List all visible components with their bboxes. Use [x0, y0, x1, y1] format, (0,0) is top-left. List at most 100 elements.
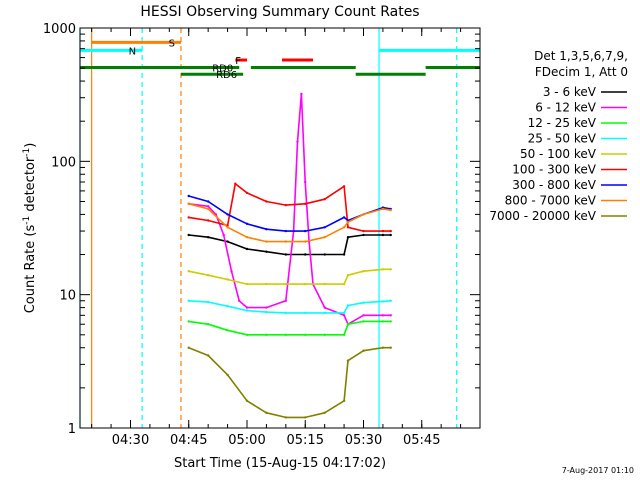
point-800-7000-kev-2 — [226, 226, 229, 229]
series-lines — [187, 92, 392, 419]
point-800-7000-kev-4 — [265, 240, 268, 243]
legend-label-12-25-kev: 12 - 25 keV — [528, 116, 597, 130]
point-3-6-kev-2 — [226, 240, 229, 243]
y-tick-label-1: 1 — [68, 422, 76, 437]
series-100-300-kev — [188, 182, 391, 232]
point-25-50-kev-3 — [245, 309, 249, 312]
x-tick-label-05-00: 05:00 — [228, 433, 265, 448]
point-100-300-kev-8 — [323, 198, 326, 201]
point-6-12-kev-4 — [230, 270, 233, 273]
point-300-800-kev-8 — [342, 216, 346, 219]
point-800-7000-kev-6 — [304, 240, 307, 243]
y-tick-label-1000: 1000 — [43, 22, 76, 37]
point-7000-20000-kev-3 — [245, 399, 249, 402]
flag-label-f: F — [235, 56, 241, 67]
point-25-50-kev-11 — [381, 300, 385, 303]
point-7000-20000-kev-4 — [265, 411, 268, 414]
point-25-50-kev-6 — [304, 311, 307, 315]
point-100-300-kev-12 — [381, 229, 385, 233]
point-25-50-kev-7 — [323, 311, 326, 315]
point-100-300-kev-11 — [362, 229, 365, 233]
point-100-300-kev-6 — [284, 203, 287, 207]
point-3-6-kev-8 — [342, 253, 346, 256]
flag-label-n: N — [129, 46, 136, 57]
flag-label-rd0: RD0 — [212, 64, 233, 75]
point-300-800-kev-4 — [265, 228, 268, 231]
point-12-25-kev-2 — [226, 329, 229, 332]
point-25-50-kev-10 — [362, 301, 365, 304]
point-12-25-kev-5 — [284, 333, 287, 336]
point-300-800-kev-2 — [226, 213, 229, 216]
point-6-12-kev-18 — [362, 314, 365, 317]
point-300-800-kev-3 — [245, 222, 249, 225]
point-6-12-kev-6 — [245, 306, 249, 309]
point-25-50-kev-12 — [389, 299, 392, 302]
point-100-300-kev-13 — [389, 229, 392, 233]
legend-header-line-1: Det 1,3,5,6,7,9, — [534, 49, 628, 63]
point-25-50-kev-9 — [346, 304, 350, 307]
point-3-6-kev-10 — [362, 233, 365, 237]
point-50-100-kev-2 — [226, 278, 229, 281]
point-25-50-kev-1 — [207, 300, 210, 304]
point-100-300-kev-9 — [342, 185, 346, 188]
point-100-300-kev-0 — [187, 216, 190, 219]
y-axis-ticks: 1 10 100 1000 — [43, 22, 480, 437]
point-12-25-kev-9 — [346, 323, 350, 326]
legend-label-3-6-kev: 3 - 6 keV — [543, 85, 597, 99]
point-6-12-kev-10 — [296, 140, 299, 143]
point-800-7000-kev-7 — [323, 236, 326, 239]
y-axis-label-end: ) — [23, 143, 38, 148]
point-7000-20000-kev-9 — [346, 359, 350, 362]
point-50-100-kev-10 — [362, 270, 365, 273]
y-axis-label: Count Rate (s-1 detector-1) — [22, 143, 38, 314]
y-axis-label-mid: detector — [23, 156, 38, 216]
point-3-6-kev-12 — [389, 233, 392, 237]
point-800-7000-kev-1 — [207, 207, 210, 211]
point-800-7000-kev-9 — [346, 220, 350, 224]
point-25-50-kev-2 — [226, 305, 229, 308]
legend-label-7000-20000-kev: 7000 - 20000 keV — [489, 209, 596, 223]
point-50-100-kev-5 — [284, 282, 287, 286]
point-100-300-kev-5 — [265, 200, 268, 203]
chart-title: HESSI Observing Summary Count Rates — [140, 4, 419, 20]
point-50-100-kev-4 — [265, 282, 268, 286]
point-7000-20000-kev-11 — [381, 346, 385, 349]
point-6-12-kev-3 — [222, 233, 225, 237]
legend-label-25-50-kev: 25 - 50 keV — [528, 132, 597, 146]
point-100-300-kev-3 — [234, 182, 237, 185]
point-50-100-kev-9 — [346, 274, 350, 277]
point-800-7000-kev-8 — [342, 226, 346, 229]
legend-label-100-300-kev: 100 - 300 keV — [512, 163, 596, 177]
x-axis-ticks: 04:30 04:45 05:00 05:15 05:30 05:45 — [91, 28, 481, 448]
point-7000-20000-kev-5 — [284, 416, 287, 419]
point-7000-20000-kev-6 — [304, 416, 307, 419]
point-50-100-kev-0 — [187, 270, 190, 273]
point-7000-20000-kev-8 — [342, 399, 346, 402]
point-12-25-kev-3 — [245, 333, 249, 336]
legend-label-50-100-kev: 50 - 100 keV — [520, 147, 597, 161]
point-7000-20000-kev-0 — [187, 346, 190, 349]
point-7000-20000-kev-12 — [389, 346, 392, 349]
point-12-25-kev-8 — [342, 333, 346, 336]
point-3-6-kev-0 — [187, 233, 190, 237]
x-tick-label-04-30: 04:30 — [112, 433, 149, 448]
point-50-100-kev-1 — [207, 274, 210, 277]
point-3-6-kev-6 — [304, 253, 307, 256]
point-7000-20000-kev-1 — [207, 354, 210, 357]
point-800-7000-kev-3 — [245, 236, 249, 239]
point-50-100-kev-12 — [389, 268, 392, 271]
point-25-50-kev-5 — [284, 311, 287, 315]
y-axis-label-sup1: -1 — [22, 216, 32, 225]
point-12-25-kev-12 — [389, 320, 392, 323]
plot-frame — [79, 27, 481, 429]
point-800-7000-kev-11 — [381, 207, 385, 211]
point-800-7000-kev-12 — [389, 209, 392, 212]
point-100-300-kev-1 — [207, 219, 210, 222]
point-12-25-kev-0 — [187, 320, 190, 323]
y-axis-label-main: Count Rate (s — [23, 225, 38, 314]
point-6-12-kev-5 — [238, 299, 241, 302]
point-50-100-kev-6 — [304, 282, 307, 286]
